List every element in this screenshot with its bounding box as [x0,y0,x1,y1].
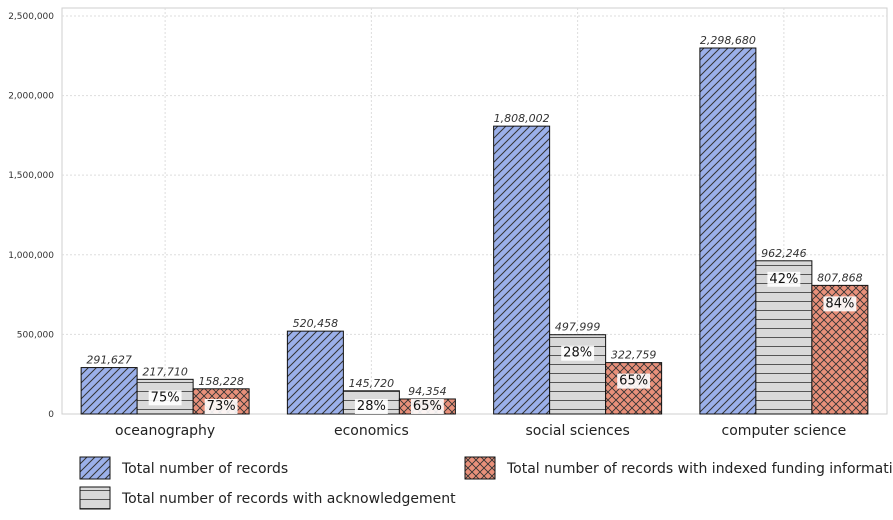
x-tick-label: social sciences [525,423,629,439]
bar-value-label: 158,228 [198,375,244,388]
bar-value-label: 1,808,002 [494,112,550,125]
bar [286,330,344,415]
legend-label: Total number of records with indexed fun… [506,461,893,477]
bar-percent-label: 75% [151,390,180,405]
percent-label-bg [204,399,238,414]
bar-percent-label: 84% [825,296,854,311]
bar-value-label: 497,999 [555,321,601,334]
bar-percent-label: 28% [563,346,592,361]
x-tick-label: oceanography [115,423,215,439]
bar-percent-label: 42% [769,272,798,287]
bar-value-label: 217,710 [142,365,188,378]
y-tick-label: 2,000,000 [8,92,54,102]
bar-value-label: 807,868 [817,271,863,284]
percent-label-bg [767,271,801,287]
bar [80,367,138,415]
percent-label-bg [561,345,595,361]
bar-value-label: 520,458 [293,317,339,330]
legend-swatch [464,456,496,480]
bar-percent-label: 65% [619,374,648,389]
legend-label: Total number of records with acknowledge… [121,491,456,507]
y-tick-label: 500,000 [17,330,54,340]
bar-value-label: 2,298,680 [700,34,756,47]
bar-percent-label: 73% [207,399,236,414]
y-tick-label: 1,500,000 [8,171,54,181]
percent-label-bg [148,390,182,406]
y-tick-label: 0 [48,410,54,420]
x-tick-label: economics [334,423,409,439]
legend-swatch [79,486,111,510]
bar-percent-label: 28% [357,399,386,414]
y-tick-label: 1,000,000 [8,251,54,261]
legend-label: Total number of records [121,461,288,477]
bar [699,47,757,415]
x-tick-label: computer science [722,423,847,439]
percent-label-bg [617,373,651,389]
percent-label-bg [354,399,388,414]
legend-swatch [79,456,111,480]
percent-label-bg [410,399,444,414]
y-tick-label: 2,500,000 [8,12,54,22]
percent-label-bg [823,296,857,312]
bar [493,125,551,415]
bar-value-label: 291,627 [86,354,132,367]
bar-value-label: 962,246 [761,247,807,260]
bar-value-label: 145,720 [349,377,395,390]
bar-value-label: 94,354 [408,385,447,398]
bar-value-label: 322,759 [611,349,657,362]
bar-percent-label: 65% [413,399,442,414]
